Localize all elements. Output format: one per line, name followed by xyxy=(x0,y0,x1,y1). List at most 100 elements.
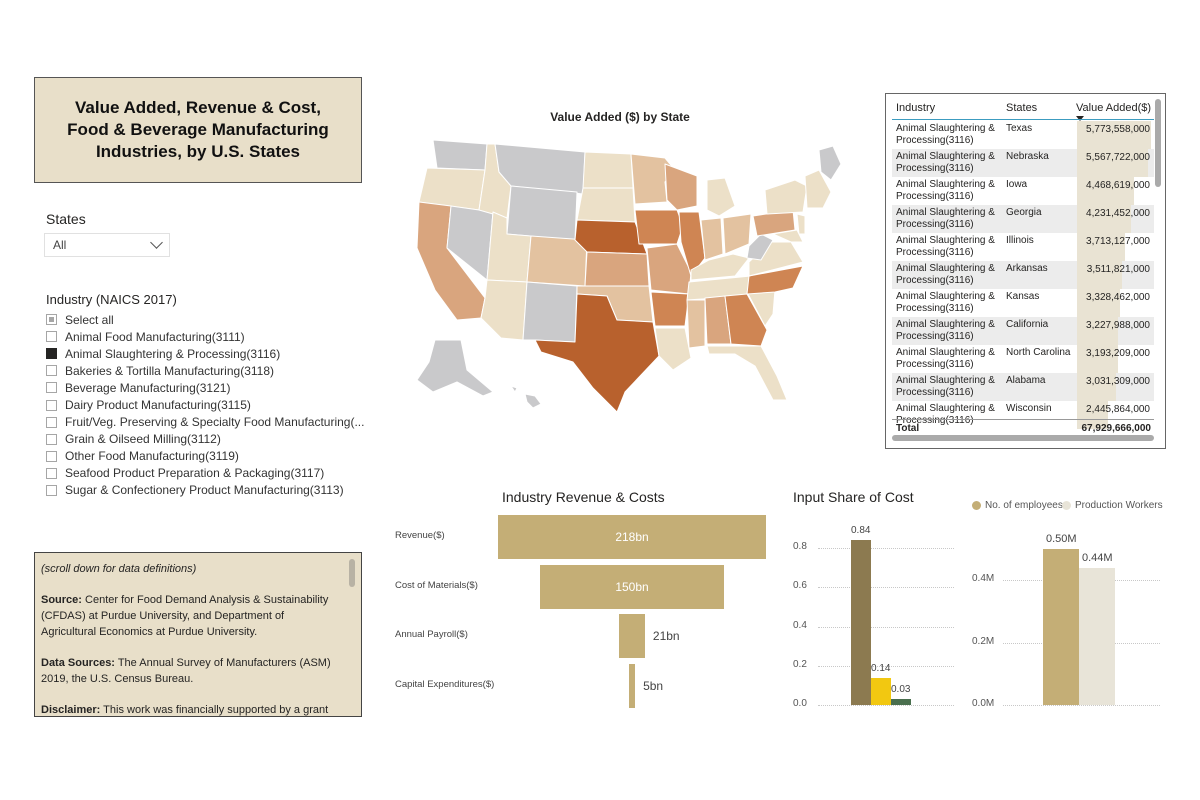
checkbox-icon[interactable] xyxy=(46,467,57,479)
state-georgia[interactable] xyxy=(724,293,768,347)
checkbox-icon[interactable] xyxy=(46,433,57,445)
input-share-bar[interactable] xyxy=(871,677,891,705)
table-row[interactable]: Animal Slaughtering & Processing(3116) No… xyxy=(892,345,1154,373)
legend-item[interactable]: Production Workers xyxy=(1062,500,1163,511)
checkbox-icon[interactable] xyxy=(46,416,57,428)
cell-state: Wisconsin xyxy=(1006,403,1052,414)
state-michigan[interactable] xyxy=(706,177,736,217)
state-texas[interactable] xyxy=(534,293,660,413)
table-row[interactable]: Animal Slaughtering & Processing(3116) Al… xyxy=(892,373,1154,401)
industry-option[interactable]: Animal Food Manufacturing(3111) xyxy=(46,328,366,345)
state-new-england[interactable] xyxy=(804,169,832,209)
cell-value-added: 3,193,209,000 xyxy=(1086,348,1150,359)
data-bar xyxy=(1077,233,1125,261)
checkbox-icon[interactable] xyxy=(46,365,57,377)
cell-value-added: 3,511,821,000 xyxy=(1086,264,1150,275)
checkbox-icon[interactable] xyxy=(46,484,57,496)
industry-option[interactable]: Bakeries & Tortilla Manufacturing(3118) xyxy=(46,362,366,379)
state-alaska[interactable] xyxy=(416,339,494,397)
data-bar xyxy=(1077,345,1118,373)
state-mississippi[interactable] xyxy=(686,299,706,349)
state-iowa[interactable] xyxy=(634,209,684,245)
y-tick-label: 0.8 xyxy=(793,541,807,552)
table-row[interactable]: Animal Slaughtering & Processing(3116) Il… xyxy=(892,233,1154,261)
table-row[interactable]: Animal Slaughtering & Processing(3116) Ca… xyxy=(892,317,1154,345)
funnel-chart-title: Industry Revenue & Costs xyxy=(502,489,665,505)
state-arkansas[interactable] xyxy=(650,291,690,327)
industry-option-label: Bakeries & Tortilla Manufacturing(3118) xyxy=(65,363,274,378)
input-share-bar[interactable] xyxy=(891,699,911,705)
employees-bar[interactable] xyxy=(1079,567,1115,705)
checkbox-icon[interactable] xyxy=(46,314,57,326)
source-info-box[interactable]: (scroll down for data definitions) Sourc… xyxy=(34,552,362,717)
industry-option[interactable]: Sugar & Confectionery Product Manufactur… xyxy=(46,482,366,499)
cell-value-added: 3,227,988,000 xyxy=(1086,320,1150,331)
col-header-states[interactable]: States xyxy=(1006,102,1038,114)
industry-option-label: Animal Slaughtering & Processing(3116) xyxy=(65,346,281,361)
table-row[interactable]: Animal Slaughtering & Processing(3116) Wi… xyxy=(892,401,1154,429)
gridline xyxy=(818,665,954,667)
input-share-bar[interactable] xyxy=(851,540,871,705)
state-indiana[interactable] xyxy=(700,217,724,261)
state-ohio[interactable] xyxy=(722,213,752,255)
state-minnesota[interactable] xyxy=(630,153,676,205)
industry-option-label: Dairy Product Manufacturing(3115) xyxy=(65,398,251,413)
table-row[interactable]: Animal Slaughtering & Processing(3116) Io… xyxy=(892,177,1154,205)
checkbox-icon[interactable] xyxy=(46,348,57,360)
table-vertical-scrollbar[interactable] xyxy=(1155,99,1161,187)
table-header-divider xyxy=(892,119,1154,120)
industry-option[interactable]: Other Food Manufacturing(3119) xyxy=(46,448,366,465)
source-label: Source: xyxy=(41,594,82,606)
data-bar xyxy=(1077,261,1122,289)
cell-value-added: 5,773,558,000 xyxy=(1086,124,1150,135)
checkbox-icon[interactable] xyxy=(46,399,57,411)
state-louisiana[interactable] xyxy=(654,327,692,371)
industry-option[interactable]: Fruit/Veg. Preserving & Specialty Food M… xyxy=(46,414,366,431)
cell-state: Georgia xyxy=(1006,207,1042,218)
industry-option[interactable]: Grain & Oilseed Milling(3112) xyxy=(46,431,366,448)
col-header-value-added[interactable]: Value Added($) xyxy=(1076,102,1152,114)
value-added-table[interactable]: Industry States Value Added($) Animal Sl… xyxy=(885,93,1166,449)
table-row[interactable]: Animal Slaughtering & Processing(3116) Ar… xyxy=(892,261,1154,289)
state-wisconsin[interactable] xyxy=(664,163,698,211)
states-slicer-label: States xyxy=(46,211,86,227)
table-row[interactable]: Animal Slaughtering & Processing(3116) Ge… xyxy=(892,205,1154,233)
industry-option[interactable]: Beverage Manufacturing(3121) xyxy=(46,379,366,396)
states-dropdown-value: All xyxy=(53,238,67,252)
us-choropleth-map[interactable] xyxy=(395,130,865,420)
checkbox-icon[interactable] xyxy=(46,331,57,343)
employees-data-label: 0.44M xyxy=(1082,551,1113,564)
state-north-carolina[interactable] xyxy=(746,265,804,295)
table-row[interactable]: Animal Slaughtering & Processing(3116) Ne… xyxy=(892,149,1154,177)
state-maine[interactable] xyxy=(818,145,842,181)
industry-option-label: Animal Food Manufacturing(3111) xyxy=(65,329,245,344)
table-horizontal-scrollbar[interactable] xyxy=(892,435,1154,441)
industry-option[interactable]: Select all xyxy=(46,311,366,328)
employees-bar[interactable] xyxy=(1043,548,1079,705)
checkbox-icon[interactable] xyxy=(46,450,57,462)
cell-value-added: 4,468,619,000 xyxy=(1086,180,1150,191)
col-header-industry[interactable]: Industry xyxy=(896,102,936,114)
disclaimer-text: This work was financially supported by a… xyxy=(103,704,329,716)
legend-item[interactable]: No. of employees xyxy=(972,500,1063,511)
cell-industry: Animal Slaughtering & Processing(3116) xyxy=(896,319,995,342)
industry-option[interactable]: Animal Slaughtering & Processing(3116) xyxy=(46,345,366,362)
state-hawaii[interactable] xyxy=(510,385,542,409)
industry-option[interactable]: Seafood Product Preparation & Packaging(… xyxy=(46,465,366,482)
industry-option-label: Select all xyxy=(65,312,114,327)
state-maryland-delaware[interactable] xyxy=(772,229,804,243)
sort-descending-icon[interactable] xyxy=(1076,116,1084,121)
source-scrollbar[interactable] xyxy=(349,559,355,587)
checkbox-icon[interactable] xyxy=(46,382,57,394)
cell-industry: Animal Slaughtering & Processing(3116) xyxy=(896,151,995,174)
state-new-york[interactable] xyxy=(764,179,808,215)
cell-value-added: 3,713,127,000 xyxy=(1086,236,1150,247)
cell-state: Arkansas xyxy=(1006,263,1048,274)
state-new-jersey[interactable] xyxy=(796,213,806,235)
table-row[interactable]: Animal Slaughtering & Processing(3116) Ka… xyxy=(892,289,1154,317)
states-dropdown[interactable]: All xyxy=(44,233,170,257)
y-tick-label: 0.4M xyxy=(972,573,995,584)
state-florida[interactable] xyxy=(706,345,788,401)
industry-option[interactable]: Dairy Product Manufacturing(3115) xyxy=(46,396,366,413)
table-row[interactable]: Animal Slaughtering & Processing(3116) Te… xyxy=(892,121,1154,149)
